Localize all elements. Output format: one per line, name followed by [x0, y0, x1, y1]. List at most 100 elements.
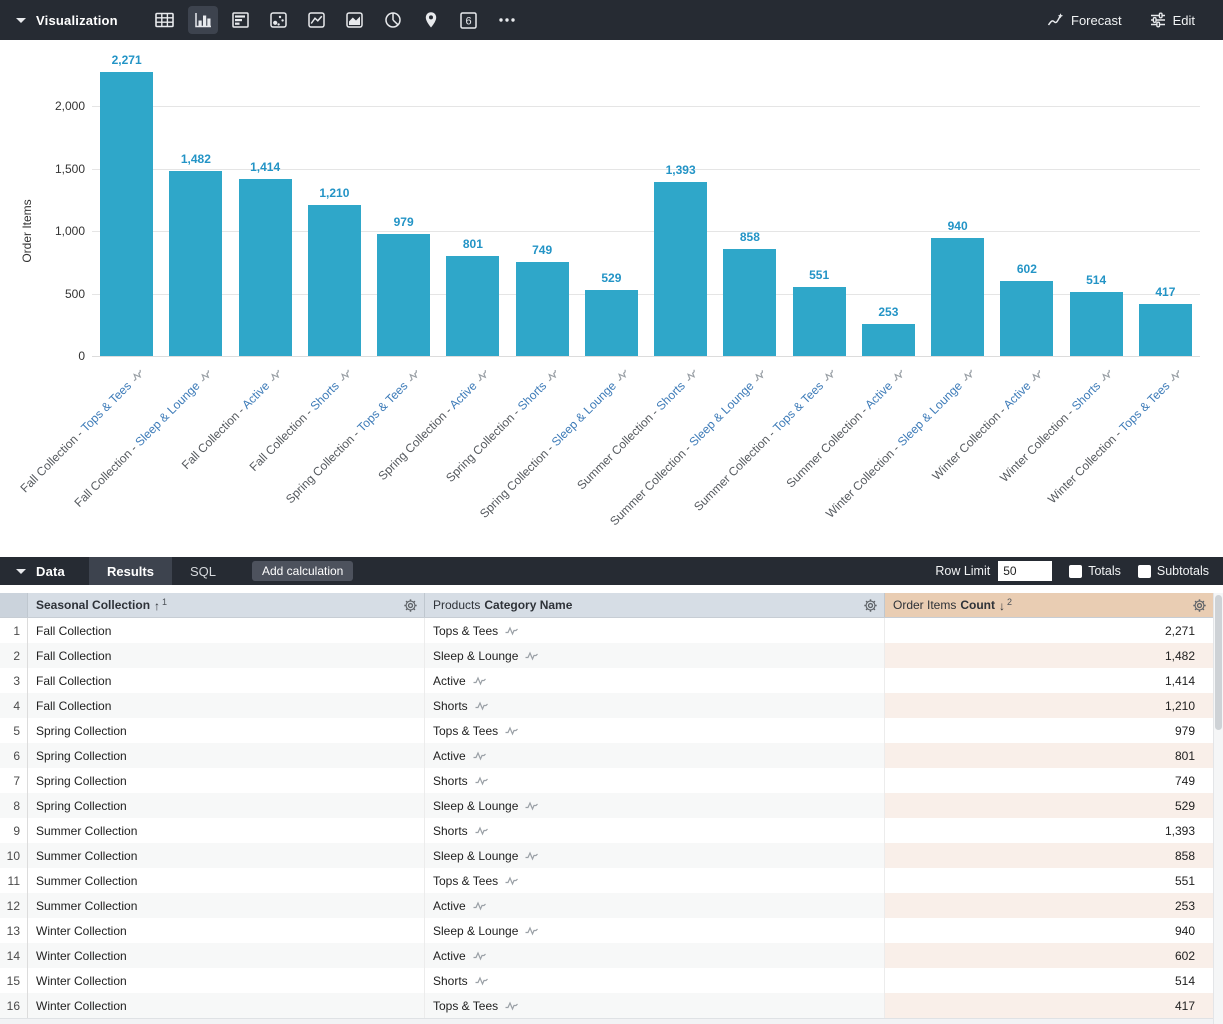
single-value-vis-icon[interactable]: 6	[454, 6, 484, 34]
x-axis-label[interactable]: Fall Collection - Sleep & Lounge	[72, 366, 216, 510]
count-cell[interactable]: 801	[885, 743, 1213, 768]
category-name-value[interactable]: Shorts	[433, 973, 468, 988]
gear-icon[interactable]	[403, 598, 418, 613]
chart-bar[interactable]	[584, 290, 638, 356]
x-label-category[interactable]: Active	[862, 378, 896, 412]
category-name-value[interactable]: Shorts	[433, 698, 468, 713]
gear-icon[interactable]	[863, 598, 878, 613]
chart-bar[interactable]	[723, 249, 777, 356]
line-vis-icon[interactable]	[302, 6, 332, 34]
category-name-cell[interactable]: Active	[425, 743, 885, 768]
x-axis-label[interactable]: Fall Collection - Shorts	[246, 366, 354, 474]
category-name-value[interactable]: Sleep & Lounge	[433, 848, 519, 863]
category-name-cell[interactable]: Active	[425, 668, 885, 693]
category-name-cell[interactable]: Shorts	[425, 968, 885, 993]
data-collapse-caret-icon[interactable]	[16, 568, 26, 574]
vertical-scrollbar[interactable]	[1213, 593, 1223, 1024]
count-cell[interactable]: 2,271	[885, 618, 1213, 643]
category-name-value[interactable]: Tops & Tees	[433, 873, 499, 888]
x-axis-label[interactable]: Summer Collection - Sleep & Lounge	[608, 366, 770, 528]
count-cell[interactable]: 1,393	[885, 818, 1213, 843]
category-name-cell[interactable]: Sleep & Lounge	[425, 843, 885, 868]
category-name-cell[interactable]: Sleep & Lounge	[425, 918, 885, 943]
count-cell[interactable]: 979	[885, 718, 1213, 743]
area-vis-icon[interactable]	[340, 6, 370, 34]
chart-bar[interactable]	[1138, 304, 1192, 356]
seasonal-collection-cell[interactable]: Summer Collection	[28, 893, 425, 918]
forecast-button[interactable]: Forecast	[1047, 12, 1122, 28]
horizontal-scrollbar[interactable]	[0, 1018, 1213, 1024]
column-vis-icon[interactable]	[187, 6, 218, 34]
products-category-name-header[interactable]: Products Category Name	[425, 593, 885, 617]
totals-checkbox[interactable]	[1069, 564, 1083, 578]
x-axis-label[interactable]: Summer Collection - Active	[784, 366, 908, 490]
chart-bar[interactable]	[446, 256, 500, 356]
chart-bar[interactable]	[1000, 281, 1054, 356]
category-name-value[interactable]: Tops & Tees	[433, 723, 499, 738]
edit-button[interactable]: Edit	[1150, 12, 1195, 28]
count-cell[interactable]: 417	[885, 993, 1213, 1018]
chart-bar[interactable]	[307, 205, 361, 356]
x-label-category[interactable]: Tops & Tees	[1116, 378, 1173, 435]
category-name-value[interactable]: Active	[433, 748, 466, 763]
category-name-cell[interactable]: Sleep & Lounge	[425, 643, 885, 668]
category-name-cell[interactable]: Shorts	[425, 818, 885, 843]
chart-bar[interactable]	[238, 179, 292, 356]
category-name-cell[interactable]: Tops & Tees	[425, 618, 885, 643]
count-cell[interactable]: 1,482	[885, 643, 1213, 668]
vertical-scrollbar-thumb[interactable]	[1215, 595, 1222, 730]
row-limit-input[interactable]	[998, 561, 1053, 581]
seasonal-collection-cell[interactable]: Fall Collection	[28, 693, 425, 718]
category-name-cell[interactable]: Active	[425, 943, 885, 968]
chart-bar[interactable]	[1069, 292, 1123, 356]
category-name-cell[interactable]: Shorts	[425, 693, 885, 718]
x-label-category[interactable]: Shorts	[653, 378, 688, 414]
x-axis-label[interactable]: Winter Collection - Tops & Tees	[1045, 366, 1185, 506]
x-axis-label[interactable]: Winter Collection - Shorts	[997, 366, 1116, 485]
seasonal-collection-cell[interactable]: Fall Collection	[28, 668, 425, 693]
category-name-value[interactable]: Shorts	[433, 823, 468, 838]
seasonal-collection-cell[interactable]: Winter Collection	[28, 968, 425, 993]
x-label-category[interactable]: Active	[239, 378, 273, 412]
count-cell[interactable]: 1,414	[885, 668, 1213, 693]
category-name-cell[interactable]: Shorts	[425, 768, 885, 793]
count-cell[interactable]: 749	[885, 768, 1213, 793]
x-label-category[interactable]: Tops & Tees	[354, 378, 411, 435]
more-vis-icon[interactable]	[492, 6, 522, 34]
tab-sql[interactable]: SQL	[189, 563, 216, 579]
x-label-category[interactable]: Shorts	[1068, 378, 1104, 414]
chart-bar[interactable]	[169, 171, 223, 356]
x-label-category[interactable]: Shorts	[307, 378, 342, 414]
x-axis-label[interactable]: Winter Collection - Sleep & Lounge	[823, 366, 978, 521]
category-name-value[interactable]: Tops & Tees	[433, 623, 499, 638]
order-items-count-header[interactable]: Order Items Count ↓ 2	[885, 593, 1213, 617]
count-cell[interactable]: 1,210	[885, 693, 1213, 718]
seasonal-collection-header[interactable]: Seasonal Collection ↑ 1	[28, 593, 425, 617]
x-label-category[interactable]: Tops & Tees	[770, 378, 827, 435]
seasonal-collection-cell[interactable]: Winter Collection	[28, 993, 425, 1018]
count-cell[interactable]: 858	[885, 843, 1213, 868]
x-label-category[interactable]: Active	[1001, 378, 1035, 412]
subtotals-checkbox[interactable]	[1137, 564, 1151, 578]
seasonal-collection-cell[interactable]: Summer Collection	[28, 818, 425, 843]
category-name-cell[interactable]: Tops & Tees	[425, 718, 885, 743]
seasonal-collection-cell[interactable]: Spring Collection	[28, 793, 425, 818]
seasonal-collection-cell[interactable]: Spring Collection	[28, 768, 425, 793]
category-name-cell[interactable]: Tops & Tees	[425, 868, 885, 893]
x-label-category[interactable]: Tops & Tees	[77, 378, 134, 435]
chart-bar[interactable]	[792, 287, 846, 356]
x-axis-label[interactable]: Spring Collection - Sleep & Lounge	[477, 366, 632, 521]
add-calculation-button[interactable]: Add calculation	[251, 561, 354, 581]
x-axis-label[interactable]: Spring Collection - Active	[376, 366, 493, 483]
count-cell[interactable]: 602	[885, 943, 1213, 968]
seasonal-collection-cell[interactable]: Winter Collection	[28, 943, 425, 968]
category-name-value[interactable]: Sleep & Lounge	[433, 923, 519, 938]
x-axis-label[interactable]: Summer Collection - Tops & Tees	[691, 366, 839, 514]
count-cell[interactable]: 940	[885, 918, 1213, 943]
category-name-value[interactable]: Sleep & Lounge	[433, 798, 519, 813]
visualization-collapse-caret-icon[interactable]	[16, 17, 26, 23]
seasonal-collection-cell[interactable]: Fall Collection	[28, 643, 425, 668]
x-label-category[interactable]: Sleep & Lounge	[894, 378, 965, 450]
chart-bar[interactable]	[515, 262, 569, 356]
chart-bar[interactable]	[377, 234, 431, 356]
